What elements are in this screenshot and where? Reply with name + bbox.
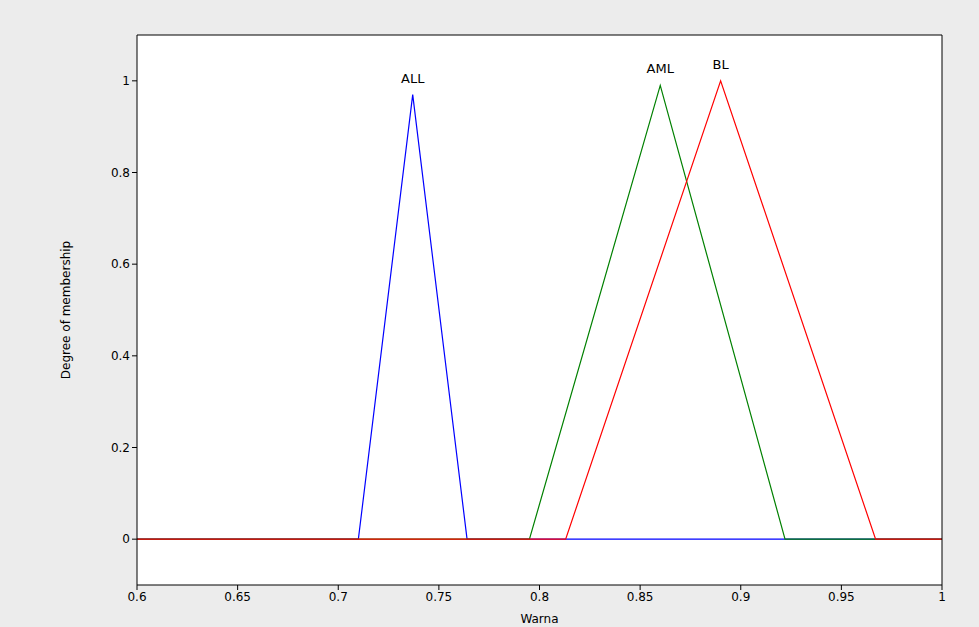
svg-text:ALL: ALL: [401, 71, 425, 86]
svg-text:0.2: 0.2: [111, 441, 130, 455]
svg-text:0.85: 0.85: [627, 590, 654, 604]
svg-text:0.8: 0.8: [111, 166, 130, 180]
svg-text:0.6: 0.6: [127, 590, 146, 604]
svg-text:0.65: 0.65: [224, 590, 251, 604]
svg-text:Warna: Warna: [520, 612, 558, 626]
svg-text:0.7: 0.7: [329, 590, 348, 604]
svg-text:BL: BL: [713, 57, 730, 72]
svg-text:0.95: 0.95: [828, 590, 855, 604]
svg-text:0.75: 0.75: [426, 590, 453, 604]
svg-text:0.8: 0.8: [530, 590, 549, 604]
svg-text:0: 0: [122, 532, 130, 546]
svg-text:1: 1: [938, 590, 946, 604]
svg-text:0.9: 0.9: [731, 590, 750, 604]
svg-text:0.4: 0.4: [111, 349, 130, 363]
svg-text:1: 1: [122, 74, 130, 88]
svg-text:0.6: 0.6: [111, 257, 130, 271]
svg-text:Degree of membership: Degree of membership: [59, 241, 73, 379]
svg-text:AML: AML: [647, 61, 675, 76]
